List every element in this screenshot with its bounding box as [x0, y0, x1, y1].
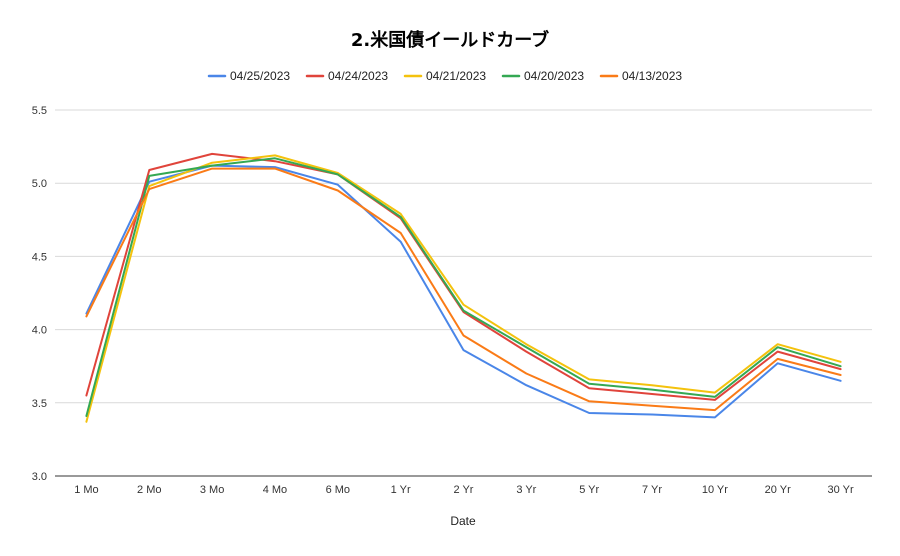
y-tick-label: 5.5	[32, 105, 47, 117]
y-tick-label: 5.0	[32, 178, 47, 190]
y-tick-label: 3.5	[32, 398, 47, 410]
chart-title: 2.米国債イールドカーブ	[351, 29, 549, 51]
x-tick-label: 2 Yr	[454, 484, 474, 496]
x-tick-label: 30 Yr	[828, 484, 854, 496]
x-tick-label: 1 Mo	[74, 484, 98, 496]
x-tick-label: 5 Yr	[579, 484, 599, 496]
x-tick-label: 3 Yr	[516, 484, 536, 496]
x-tick-label: 6 Mo	[326, 484, 350, 496]
x-tick-label: 7 Yr	[642, 484, 662, 496]
y-tick-label: 3.0	[32, 471, 47, 483]
legend-item: 04/25/2023	[207, 69, 290, 83]
series-line-4	[85, 157, 842, 417]
x-tick-label: 2 Mo	[137, 484, 161, 496]
legend: 04/25/2023 04/24/2023 04/21/2023 04/20/2023…	[207, 69, 682, 83]
series-lines	[85, 152, 842, 423]
x-axis-title: Date	[450, 514, 476, 528]
x-tick-label: 10 Yr	[702, 484, 728, 496]
x-axis-ticks: 1 Mo 2 Mo 3 Mo 4 Mo 6 Mo 1 Yr 2 Yr 3 Yr 5 Yr 7 Yr…	[74, 484, 854, 496]
x-tick-label: 1 Yr	[391, 484, 411, 496]
legend-label: 04/20/2023	[524, 69, 584, 83]
y-axis-ticks: 3.0 3.5 4.0 4.5 5.0 5.5	[32, 105, 47, 483]
legend-item: 04/20/2023	[501, 69, 584, 83]
legend-label: 04/25/2023	[230, 69, 290, 83]
legend-label: 04/21/2023	[426, 69, 486, 83]
y-tick-label: 4.0	[32, 325, 47, 337]
x-tick-label: 3 Mo	[200, 484, 224, 496]
x-tick-label: 4 Mo	[263, 484, 287, 496]
legend-item: 04/24/2023	[305, 69, 388, 83]
series-line-1	[85, 164, 842, 419]
legend-item: 04/21/2023	[403, 69, 486, 83]
y-tick-label: 4.5	[32, 251, 47, 263]
gridlines	[55, 109, 872, 477]
series-line-2	[85, 152, 842, 401]
legend-label: 04/13/2023	[622, 69, 682, 83]
legend-item: 04/13/2023	[599, 69, 682, 83]
series-line-5	[85, 167, 842, 412]
legend-label: 04/24/2023	[328, 69, 388, 83]
series-line-3	[85, 154, 842, 423]
x-tick-label: 20 Yr	[765, 484, 791, 496]
